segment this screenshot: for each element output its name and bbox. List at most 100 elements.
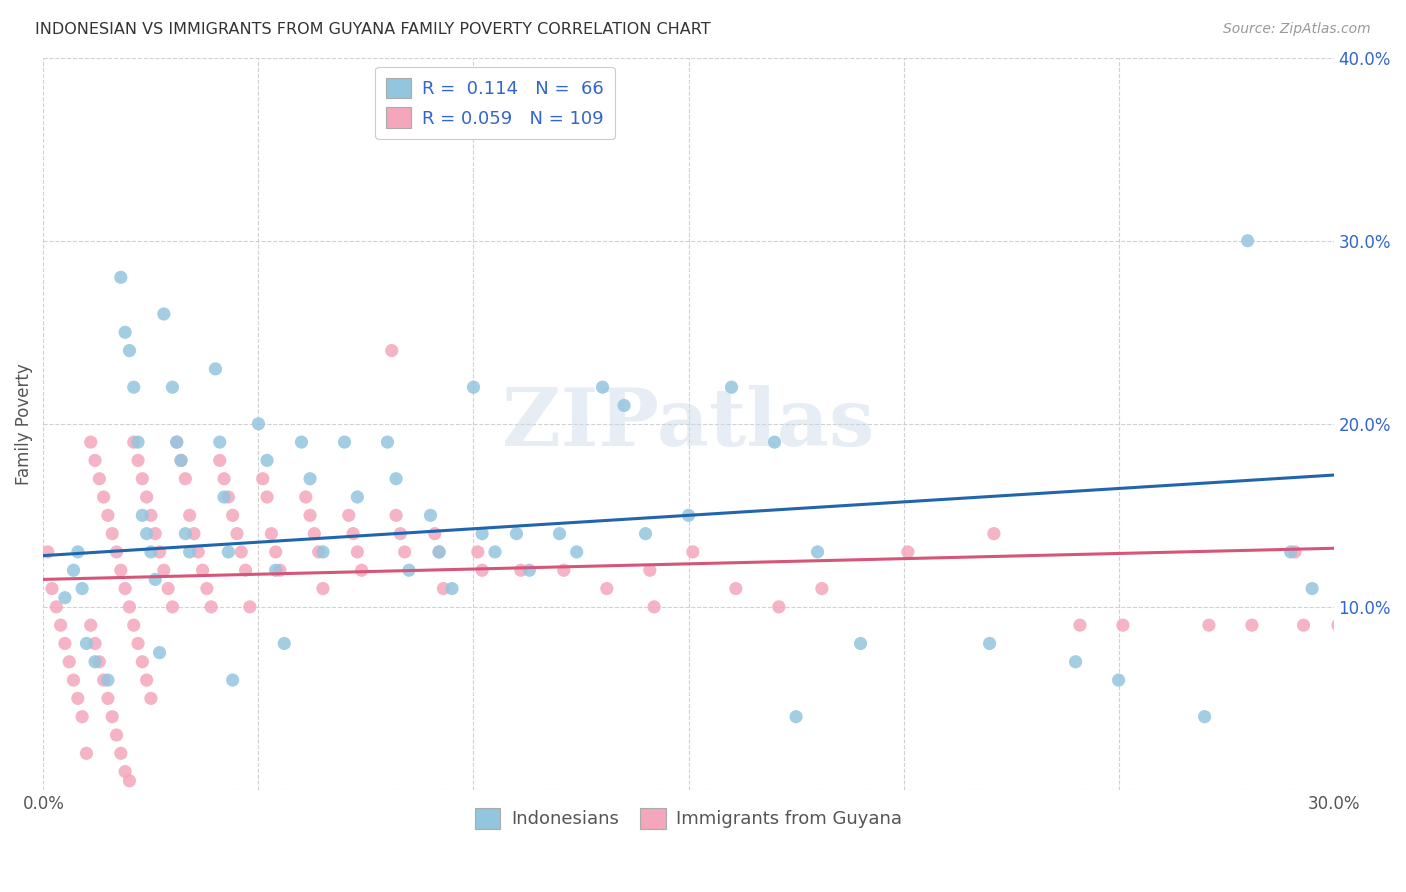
- Point: [385, 508, 408, 523]
- Y-axis label: Family Poverty: Family Poverty: [15, 363, 32, 484]
- Point: [212, 490, 235, 504]
- Point: [131, 655, 153, 669]
- Point: [509, 563, 531, 577]
- Point: [1069, 618, 1091, 632]
- Point: [122, 618, 145, 632]
- Point: [62, 563, 84, 577]
- Point: [221, 508, 243, 523]
- Point: [350, 563, 373, 577]
- Point: [166, 435, 188, 450]
- Point: [1336, 618, 1358, 632]
- Point: [208, 435, 231, 450]
- Point: [247, 417, 270, 431]
- Point: [463, 380, 485, 394]
- Point: [97, 673, 120, 687]
- Point: [153, 307, 176, 321]
- Point: [553, 563, 575, 577]
- Text: ZIPatlas: ZIPatlas: [502, 384, 875, 463]
- Point: [122, 435, 145, 450]
- Point: [427, 545, 450, 559]
- Point: [204, 362, 226, 376]
- Point: [432, 582, 454, 596]
- Point: [37, 545, 59, 559]
- Point: [1108, 673, 1130, 687]
- Point: [221, 673, 243, 687]
- Point: [143, 526, 166, 541]
- Point: [114, 764, 136, 779]
- Point: [157, 582, 180, 596]
- Point: [720, 380, 742, 394]
- Point: [1284, 545, 1306, 559]
- Point: [596, 582, 619, 596]
- Point: [131, 472, 153, 486]
- Point: [127, 435, 149, 450]
- Point: [162, 380, 184, 394]
- Point: [548, 526, 571, 541]
- Point: [398, 563, 420, 577]
- Point: [1064, 655, 1087, 669]
- Point: [127, 636, 149, 650]
- Point: [208, 453, 231, 467]
- Point: [226, 526, 249, 541]
- Point: [785, 709, 807, 723]
- Point: [346, 490, 368, 504]
- Point: [135, 673, 157, 687]
- Point: [678, 508, 700, 523]
- Point: [75, 636, 97, 650]
- Point: [385, 472, 408, 486]
- Point: [252, 472, 274, 486]
- Point: [643, 599, 665, 614]
- Point: [200, 599, 222, 614]
- Point: [1331, 618, 1354, 632]
- Point: [427, 545, 450, 559]
- Point: [1112, 618, 1135, 632]
- Point: [260, 526, 283, 541]
- Point: [312, 582, 335, 596]
- Point: [143, 573, 166, 587]
- Point: [264, 563, 287, 577]
- Point: [84, 636, 107, 650]
- Point: [217, 545, 239, 559]
- Point: [299, 472, 322, 486]
- Point: [337, 508, 360, 523]
- Point: [381, 343, 404, 358]
- Point: [122, 380, 145, 394]
- Point: [239, 599, 262, 614]
- Point: [179, 545, 201, 559]
- Point: [290, 435, 312, 450]
- Point: [467, 545, 489, 559]
- Point: [53, 591, 76, 605]
- Point: [1301, 582, 1323, 596]
- Point: [342, 526, 364, 541]
- Point: [41, 582, 63, 596]
- Point: [1194, 709, 1216, 723]
- Point: [682, 545, 704, 559]
- Point: [166, 435, 188, 450]
- Point: [440, 582, 463, 596]
- Point: [118, 773, 141, 788]
- Point: [256, 490, 278, 504]
- Point: [811, 582, 834, 596]
- Point: [187, 545, 209, 559]
- Point: [183, 526, 205, 541]
- Point: [45, 599, 67, 614]
- Point: [148, 646, 170, 660]
- Point: [217, 490, 239, 504]
- Point: [148, 545, 170, 559]
- Point: [84, 655, 107, 669]
- Point: [377, 435, 399, 450]
- Point: [110, 270, 132, 285]
- Point: [273, 636, 295, 650]
- Point: [70, 709, 93, 723]
- Point: [613, 399, 636, 413]
- Point: [304, 526, 326, 541]
- Point: [89, 655, 111, 669]
- Point: [118, 599, 141, 614]
- Point: [565, 545, 588, 559]
- Text: Source: ZipAtlas.com: Source: ZipAtlas.com: [1223, 22, 1371, 37]
- Point: [235, 563, 257, 577]
- Point: [1236, 234, 1258, 248]
- Point: [127, 453, 149, 467]
- Point: [62, 673, 84, 687]
- Point: [519, 563, 541, 577]
